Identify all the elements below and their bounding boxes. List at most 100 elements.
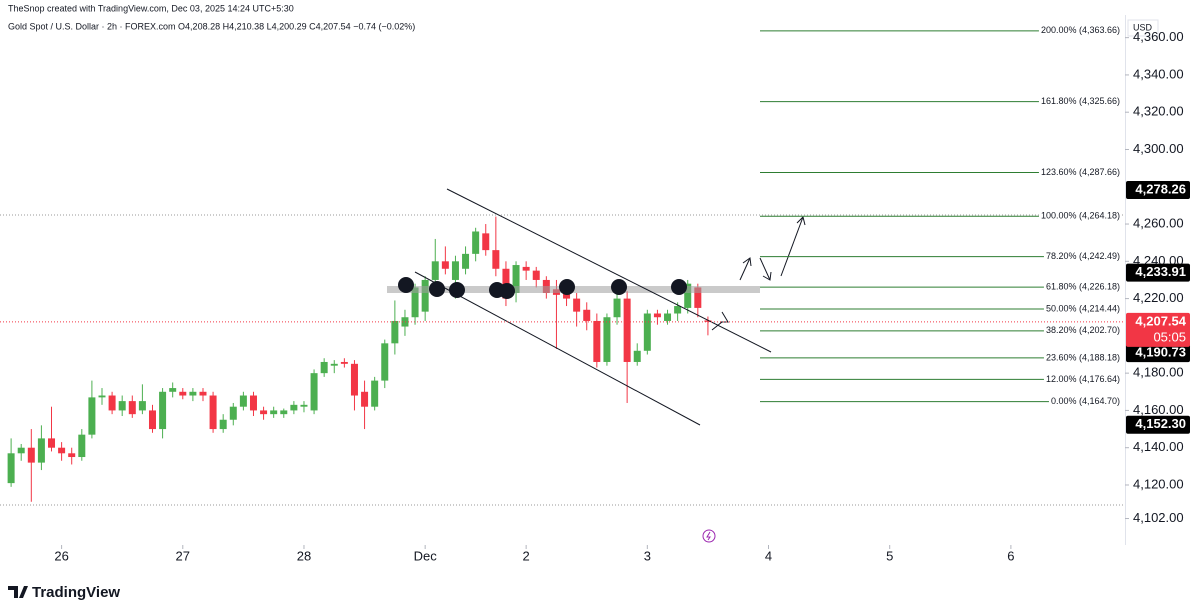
x-tick-label: 4 (765, 548, 772, 563)
candle-body (674, 306, 682, 314)
candle-body (199, 391, 207, 396)
candle-body (381, 343, 389, 381)
candle-body (613, 298, 621, 318)
candle-body (694, 287, 702, 308)
candle-body (330, 363, 338, 366)
candle-body (108, 395, 116, 411)
fib-label-bg (1043, 352, 1122, 363)
fib-label-bg (1038, 166, 1122, 177)
y-tick-label: 4,160.00 (1133, 402, 1184, 417)
candle-body (310, 373, 318, 411)
touch-points (398, 277, 687, 299)
candle-body (138, 401, 146, 411)
fib-label: 161.80% (4,325.66) (1041, 96, 1120, 106)
candle-body (159, 391, 167, 430)
arrow (759, 257, 771, 281)
fib-label: 38.20% (4,202.70) (1046, 325, 1120, 335)
x-tick-label: 5 (886, 548, 893, 563)
currency-box[interactable] (1127, 19, 1159, 37)
candle-body (441, 261, 449, 269)
fib-label-bg (1038, 25, 1122, 36)
candle-body (391, 320, 399, 344)
candle-body (451, 261, 459, 280)
price-tag (1126, 263, 1190, 282)
price-tag (1126, 344, 1190, 363)
x-tick-label: 6 (1007, 548, 1014, 563)
arrow-head (742, 257, 752, 267)
arrow (739, 257, 751, 281)
candle-body (623, 298, 631, 362)
arrow-head (796, 216, 806, 226)
brand: TradingView (32, 584, 120, 601)
alert-icon[interactable] (702, 529, 716, 543)
candle-body (522, 266, 530, 271)
candle-body (37, 438, 45, 463)
fib-label-bg (1038, 210, 1122, 221)
fib-label: 50.00% (4,214.44) (1046, 303, 1120, 313)
candle-body (361, 391, 369, 407)
candle-body (603, 317, 611, 362)
y-tick-label: 4,220.00 (1133, 290, 1184, 305)
touch-point (559, 279, 575, 295)
candle-body (148, 410, 156, 430)
y-tick-label: 4,300.00 (1133, 141, 1184, 156)
candle-body (411, 287, 419, 318)
x-tick-label: 3 (644, 548, 651, 563)
candle-body (118, 401, 126, 411)
arrow-head (720, 311, 729, 323)
arrow-head (762, 271, 772, 281)
candle-body (482, 233, 490, 251)
candle-body (98, 395, 106, 398)
candle-body (179, 391, 187, 396)
y-tick-label: 4,102.00 (1133, 510, 1184, 525)
x-tick-label: Dec (414, 548, 438, 563)
candle-body (462, 253, 470, 269)
candles (7, 216, 712, 502)
candle-body (653, 313, 661, 318)
candle-body (260, 410, 268, 415)
logo-mark (8, 586, 28, 598)
fib-label-bg (1043, 325, 1122, 336)
candle-body (573, 298, 581, 312)
candle-body (68, 453, 76, 458)
candle-body (431, 261, 439, 280)
candle-body (219, 419, 227, 430)
candle-body (270, 410, 278, 415)
candle-body (58, 447, 66, 454)
price-tag (1126, 181, 1190, 200)
price-tag-label: 4,207.54 (1135, 313, 1186, 328)
touch-point (499, 283, 515, 299)
y-tick-label: 4,320.00 (1133, 104, 1184, 119)
candle-body (78, 434, 86, 458)
candle-body (583, 309, 591, 321)
fib-label-bg (1043, 303, 1122, 314)
x-tick-label: 27 (176, 548, 190, 563)
candle-body (7, 453, 15, 484)
candle-body (512, 265, 520, 294)
candle-body (371, 380, 379, 407)
price-tag-label: 4,152.30 (1135, 416, 1186, 431)
y-tick-label: 4,360.00 (1133, 29, 1184, 44)
touch-point (611, 279, 627, 295)
fib-label: 23.60% (4,188.18) (1046, 352, 1120, 362)
x-tick-label: 26 (54, 548, 68, 563)
candle-body (472, 231, 480, 254)
price-tag-label: 4,233.91 (1135, 264, 1186, 279)
y-tick-label: 4,120.00 (1133, 476, 1184, 491)
touch-point (449, 282, 465, 298)
alert-bolt (706, 531, 711, 541)
fib-label-bg (1043, 373, 1122, 384)
x-tick-label: 28 (297, 548, 311, 563)
candle-body (280, 410, 288, 415)
currency: USD (1133, 22, 1153, 32)
alert-ring (702, 529, 716, 543)
fib-label: 12.00% (4,176.64) (1046, 374, 1120, 384)
touch-point (671, 279, 687, 295)
candle-body (320, 361, 328, 374)
price-tag-label: 4,190.73 (1135, 345, 1186, 360)
candle-body (209, 395, 217, 430)
fib-label: 78.20% (4,242.49) (1046, 251, 1120, 261)
candle-body (704, 320, 712, 322)
candle-body (88, 397, 96, 435)
